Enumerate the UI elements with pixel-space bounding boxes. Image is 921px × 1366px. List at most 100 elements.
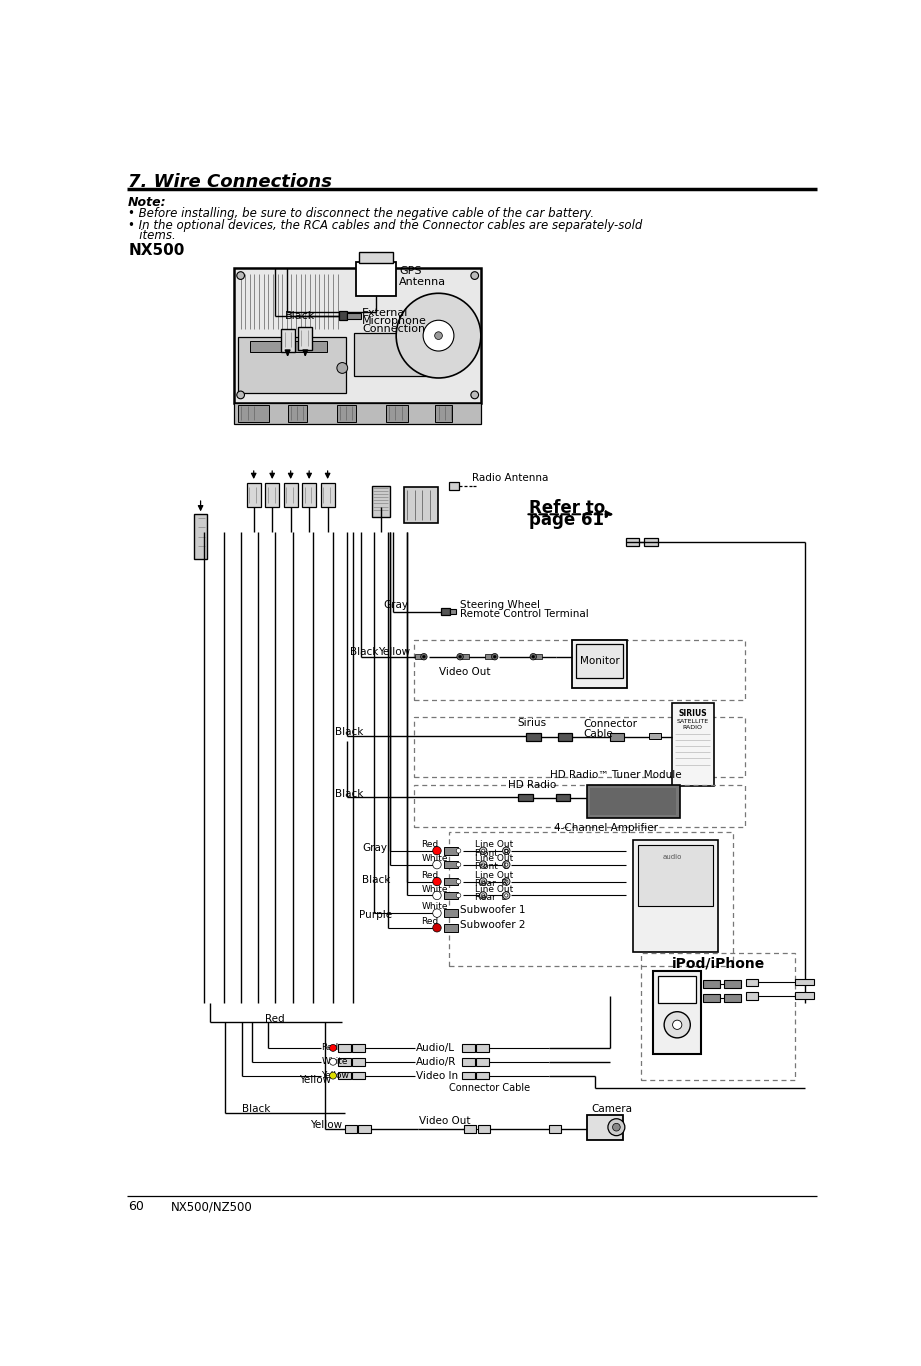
- Bar: [282, 329, 296, 352]
- Text: Black: Black: [286, 310, 316, 321]
- Bar: [337, 404, 356, 422]
- Text: Subwoofer 2: Subwoofer 2: [460, 919, 526, 930]
- Circle shape: [456, 862, 460, 867]
- Bar: [449, 482, 460, 489]
- Bar: [386, 404, 408, 422]
- Text: Gray: Gray: [383, 600, 408, 611]
- Text: Remote Control Terminal: Remote Control Terminal: [460, 609, 589, 619]
- Text: Yellow: Yellow: [299, 1075, 332, 1085]
- Circle shape: [459, 656, 461, 658]
- Bar: [371, 486, 390, 516]
- Text: Camera: Camera: [591, 1105, 632, 1115]
- Circle shape: [480, 861, 487, 869]
- Text: 4-Channel Amplifier: 4-Channel Amplifier: [554, 822, 658, 833]
- Bar: [352, 1057, 365, 1065]
- Text: items.: items.: [128, 229, 176, 242]
- Bar: [352, 1072, 365, 1079]
- Circle shape: [503, 861, 510, 869]
- Circle shape: [456, 880, 460, 884]
- Circle shape: [664, 1012, 691, 1038]
- Text: Red: Red: [422, 917, 438, 926]
- Circle shape: [672, 1020, 682, 1030]
- Bar: [625, 538, 639, 546]
- Text: Rear  R: Rear R: [475, 880, 508, 888]
- Bar: [414, 639, 745, 699]
- Bar: [795, 993, 813, 999]
- Text: Front  L: Front L: [475, 862, 509, 872]
- Bar: [478, 1124, 490, 1132]
- Text: Line Out: Line Out: [475, 872, 514, 880]
- Bar: [556, 794, 570, 802]
- Text: NX500: NX500: [128, 243, 184, 258]
- Text: Black: Black: [335, 788, 364, 799]
- Bar: [444, 910, 458, 917]
- Circle shape: [330, 1072, 336, 1079]
- Circle shape: [396, 294, 481, 378]
- Bar: [356, 262, 396, 295]
- Text: Connector Cable: Connector Cable: [449, 1083, 530, 1093]
- Text: Note:: Note:: [128, 195, 167, 209]
- Circle shape: [503, 878, 510, 885]
- Text: Video Out: Video Out: [439, 667, 491, 678]
- Circle shape: [492, 653, 498, 660]
- Circle shape: [503, 847, 510, 855]
- Bar: [354, 333, 435, 376]
- Bar: [414, 654, 424, 660]
- Text: Red: Red: [422, 840, 438, 850]
- Bar: [464, 1124, 476, 1132]
- Text: Line Out: Line Out: [475, 885, 514, 893]
- Text: iPod/iPhone: iPod/iPhone: [671, 956, 764, 970]
- Text: Connector: Connector: [583, 719, 637, 728]
- Text: Black: Black: [350, 647, 379, 657]
- Circle shape: [433, 847, 441, 855]
- Circle shape: [471, 272, 479, 280]
- Bar: [338, 1072, 351, 1079]
- Bar: [284, 484, 297, 507]
- Bar: [287, 404, 307, 422]
- Bar: [634, 840, 718, 952]
- Bar: [414, 784, 745, 826]
- Text: Antenna: Antenna: [399, 277, 447, 287]
- Bar: [449, 832, 733, 966]
- Bar: [441, 608, 450, 615]
- Bar: [462, 1044, 474, 1052]
- Circle shape: [433, 923, 441, 932]
- Bar: [526, 734, 541, 740]
- Bar: [476, 1057, 488, 1065]
- Bar: [404, 488, 437, 523]
- Text: page 61: page 61: [530, 511, 604, 530]
- Bar: [338, 1057, 351, 1065]
- Text: Audio/L: Audio/L: [416, 1042, 455, 1053]
- Text: Monitor: Monitor: [579, 656, 619, 665]
- Bar: [572, 639, 627, 687]
- Circle shape: [505, 893, 507, 897]
- Bar: [347, 313, 361, 318]
- Circle shape: [433, 861, 441, 869]
- Bar: [587, 1115, 623, 1139]
- Bar: [298, 328, 312, 350]
- Text: Line Out: Line Out: [475, 840, 514, 850]
- Circle shape: [423, 320, 454, 351]
- Text: audio: audio: [663, 854, 682, 861]
- Text: White: White: [422, 854, 449, 863]
- Bar: [194, 514, 206, 559]
- Bar: [302, 484, 316, 507]
- Text: • In the optional devices, the RCA cables and the Connector cables are separatel: • In the optional devices, the RCA cable…: [128, 219, 643, 232]
- Bar: [460, 654, 470, 660]
- Text: Black: Black: [335, 727, 364, 738]
- Bar: [558, 734, 572, 740]
- Bar: [746, 978, 758, 986]
- Bar: [476, 1072, 488, 1079]
- Circle shape: [505, 850, 507, 852]
- Text: Subwoofer 1: Subwoofer 1: [460, 906, 526, 915]
- Bar: [549, 1124, 561, 1132]
- Bar: [671, 703, 714, 785]
- Text: Steering Wheel: Steering Wheel: [460, 600, 540, 611]
- Bar: [703, 981, 719, 988]
- Text: White: White: [422, 903, 449, 911]
- Text: GPS: GPS: [399, 266, 422, 276]
- Text: Black: Black: [242, 1105, 271, 1115]
- Text: 60: 60: [128, 1199, 144, 1213]
- Circle shape: [330, 1059, 336, 1065]
- Bar: [444, 892, 458, 899]
